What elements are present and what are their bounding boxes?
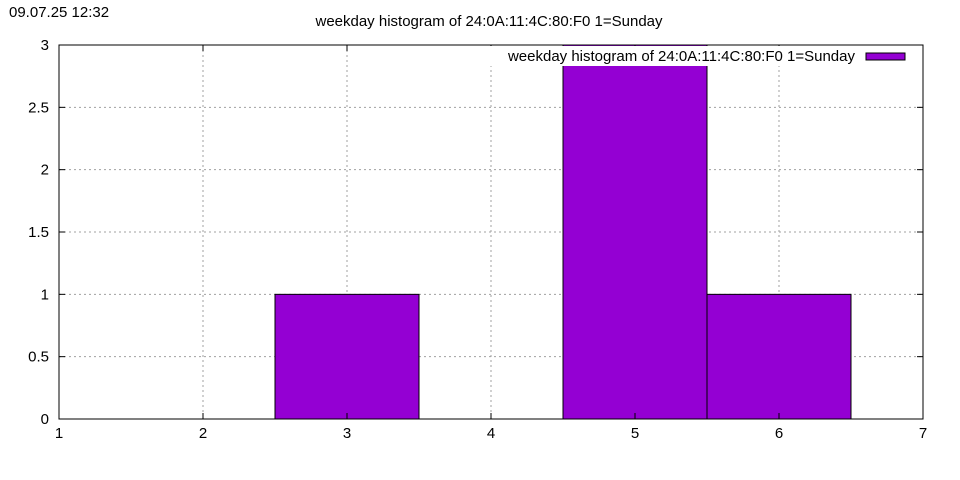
x-tick-label: 7 — [919, 425, 927, 442]
legend-swatch — [865, 52, 906, 61]
x-tick-label: 3 — [343, 425, 351, 442]
x-tick-label: 2 — [199, 425, 207, 442]
bar — [562, 44, 708, 420]
chart-title: weekday histogram of 24:0A:11:4C:80:F0 1… — [314, 13, 663, 30]
x-tick-label: 4 — [487, 425, 495, 442]
legend-background — [480, 46, 860, 66]
y-tick-label: 1.5 — [28, 224, 49, 241]
x-tick-label: 1 — [55, 425, 63, 442]
timestamp: 09.07.25 12:32 — [9, 4, 110, 21]
legend-label: weekday histogram of 24:0A:11:4C:80:F0 1… — [507, 48, 856, 65]
y-tick-label: 2 — [41, 162, 49, 179]
y-tick-label: 3 — [41, 37, 49, 54]
y-tick-label: 0.5 — [28, 349, 49, 366]
x-tick-label: 6 — [775, 425, 783, 442]
bar — [706, 293, 852, 420]
x-tick-label: 5 — [631, 425, 639, 442]
y-tick-label: 1 — [41, 286, 49, 303]
y-tick-label: 0 — [41, 411, 49, 428]
bar — [274, 293, 420, 420]
y-tick-label: 2.5 — [28, 99, 49, 116]
